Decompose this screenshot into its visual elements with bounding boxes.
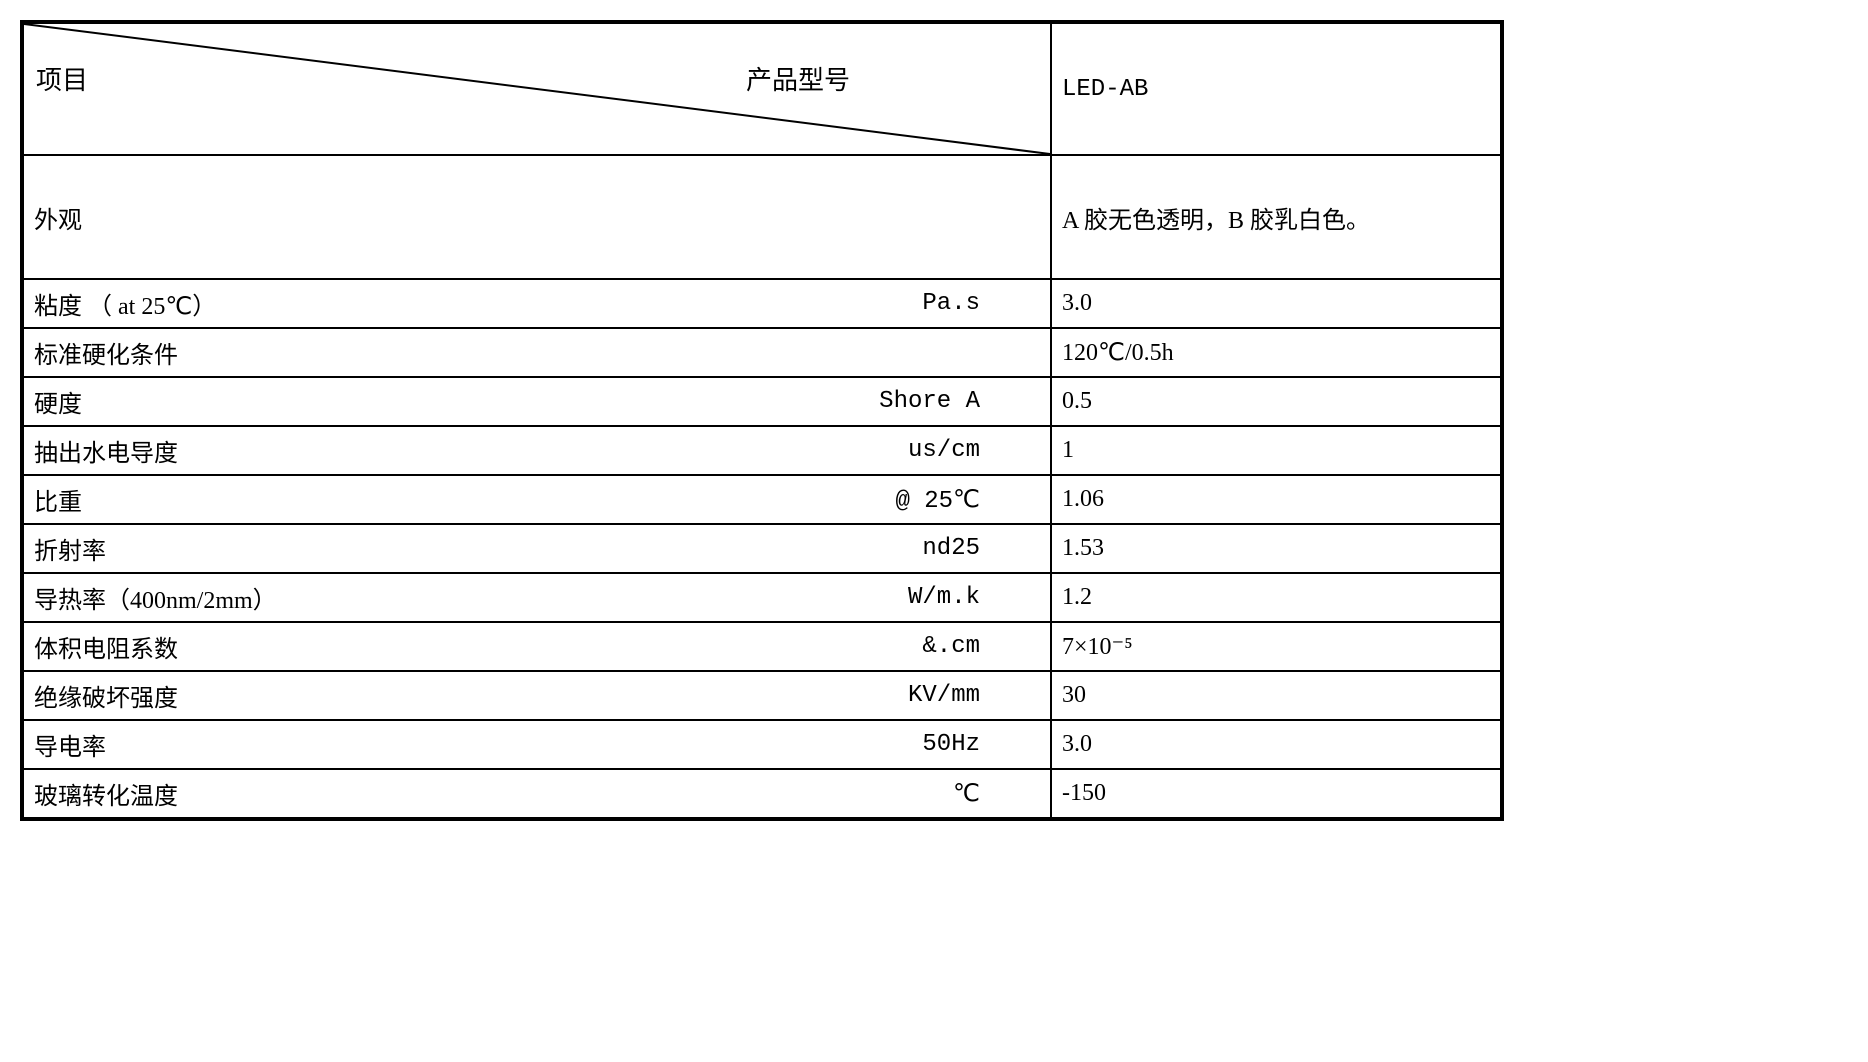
table-body: 项目 产品型号 LED-AB 外观 A 胶无色透明，B 胶乳白色。粘度 （ at … bbox=[23, 23, 1501, 818]
row-label-cell: 体积电阻系数 &.cm bbox=[23, 622, 1051, 671]
row-label-wrap: 标准硬化条件 bbox=[34, 335, 1040, 370]
row-unit: @ 25℃ bbox=[895, 485, 1040, 515]
row-unit: Pa.s bbox=[922, 290, 1040, 317]
table-row: 粘度 （ at 25℃） Pa.s 3.0 bbox=[23, 279, 1501, 328]
row-label-wrap: 硬度 Shore A bbox=[34, 384, 1040, 419]
row-label-cell: 折射率 nd25 bbox=[23, 524, 1051, 573]
row-label-cell: 导电率 50Hz bbox=[23, 720, 1051, 769]
row-value-cell: 120℃/0.5h bbox=[1051, 328, 1501, 377]
row-name: 比重 bbox=[34, 482, 82, 517]
row-value: 1 bbox=[1062, 437, 1074, 463]
row-label-wrap: 玻璃转化温度 ℃ bbox=[34, 776, 1040, 811]
header-right-label: 产品型号 bbox=[746, 60, 850, 97]
diagonal-line-icon bbox=[24, 24, 1050, 154]
row-name: 玻璃转化温度 bbox=[34, 776, 178, 811]
row-value-cell: 3.0 bbox=[1051, 279, 1501, 328]
header-split: 项目 产品型号 bbox=[24, 24, 1050, 154]
row-label-wrap: 外观 bbox=[34, 200, 1040, 235]
row-value-cell: 1 bbox=[1051, 426, 1501, 475]
row-value-cell: A 胶无色透明，B 胶乳白色。 bbox=[1051, 155, 1501, 279]
row-label-cell: 绝缘破坏强度 KV/mm bbox=[23, 671, 1051, 720]
row-label-wrap: 体积电阻系数 &.cm bbox=[34, 629, 1040, 664]
table-row: 导电率 50Hz 3.0 bbox=[23, 720, 1501, 769]
row-label-cell: 导热率（400nm/2mm） W/m.k bbox=[23, 573, 1051, 622]
row-label-wrap: 折射率 nd25 bbox=[34, 531, 1040, 566]
row-value-cell: 3.0 bbox=[1051, 720, 1501, 769]
row-value: A 胶无色透明，B 胶乳白色。 bbox=[1062, 208, 1370, 234]
row-label-wrap: 抽出水电导度 us/cm bbox=[34, 433, 1040, 468]
header-diagonal-cell: 项目 产品型号 bbox=[23, 23, 1051, 155]
row-name: 绝缘破坏强度 bbox=[34, 678, 178, 713]
table-row: 体积电阻系数 &.cm 7×10⁻⁵ bbox=[23, 622, 1501, 671]
table-row: 外观 A 胶无色透明，B 胶乳白色。 bbox=[23, 155, 1501, 279]
row-label-cell: 玻璃转化温度 ℃ bbox=[23, 769, 1051, 818]
table-row: 标准硬化条件 120℃/0.5h bbox=[23, 328, 1501, 377]
row-name: 导电率 bbox=[34, 727, 106, 762]
row-value: 1.53 bbox=[1062, 535, 1104, 561]
row-name: 硬度 bbox=[34, 384, 82, 419]
row-name: 导热率（400nm/2mm） bbox=[34, 580, 277, 615]
row-label-wrap: 导热率（400nm/2mm） W/m.k bbox=[34, 580, 1040, 615]
row-value: 120℃/0.5h bbox=[1062, 340, 1174, 366]
header-left-label: 项目 bbox=[36, 60, 88, 97]
row-unit: &.cm bbox=[922, 633, 1040, 660]
row-name: 外观 bbox=[34, 200, 82, 235]
table-row: 抽出水电导度 us/cm 1 bbox=[23, 426, 1501, 475]
row-value: 3.0 bbox=[1062, 290, 1092, 316]
row-value-cell: -150 bbox=[1051, 769, 1501, 818]
row-label-wrap: 粘度 （ at 25℃） Pa.s bbox=[34, 286, 1040, 321]
spec-table-container: 项目 产品型号 LED-AB 外观 A 胶无色透明，B 胶乳白色。粘度 （ at … bbox=[20, 20, 1504, 821]
row-value: 7×10⁻⁵ bbox=[1062, 634, 1133, 660]
row-value: 1.2 bbox=[1062, 584, 1092, 610]
row-value-cell: 1.06 bbox=[1051, 475, 1501, 524]
row-value: -150 bbox=[1062, 780, 1106, 806]
row-value-cell: 0.5 bbox=[1051, 377, 1501, 426]
row-name: 体积电阻系数 bbox=[34, 629, 178, 664]
row-unit: nd25 bbox=[922, 535, 1040, 562]
row-value-cell: 1.53 bbox=[1051, 524, 1501, 573]
spec-table: 项目 产品型号 LED-AB 外观 A 胶无色透明，B 胶乳白色。粘度 （ at … bbox=[22, 22, 1502, 819]
row-label-cell: 抽出水电导度 us/cm bbox=[23, 426, 1051, 475]
row-label-wrap: 绝缘破坏强度 KV/mm bbox=[34, 678, 1040, 713]
table-row: 折射率 nd25 1.53 bbox=[23, 524, 1501, 573]
row-value: 1.06 bbox=[1062, 486, 1104, 512]
row-label-wrap: 比重 @ 25℃ bbox=[34, 482, 1040, 517]
row-unit: W/m.k bbox=[908, 584, 1040, 611]
row-value: 30 bbox=[1062, 682, 1086, 708]
table-row: 导热率（400nm/2mm） W/m.k 1.2 bbox=[23, 573, 1501, 622]
table-row: 玻璃转化温度 ℃ -150 bbox=[23, 769, 1501, 818]
row-name: 粘度 （ at 25℃） bbox=[34, 286, 216, 321]
row-name: 折射率 bbox=[34, 531, 106, 566]
row-unit: us/cm bbox=[908, 437, 1040, 464]
row-label-cell: 外观 bbox=[23, 155, 1051, 279]
row-label-cell: 硬度 Shore A bbox=[23, 377, 1051, 426]
row-value-cell: 30 bbox=[1051, 671, 1501, 720]
header-value-label: LED-AB bbox=[1062, 76, 1148, 103]
table-row: 比重 @ 25℃ 1.06 bbox=[23, 475, 1501, 524]
row-value-cell: 1.2 bbox=[1051, 573, 1501, 622]
row-unit: KV/mm bbox=[908, 682, 1040, 709]
row-label-cell: 标准硬化条件 bbox=[23, 328, 1051, 377]
row-unit: ℃ bbox=[953, 779, 1040, 809]
row-unit: 50Hz bbox=[922, 731, 1040, 758]
row-value: 3.0 bbox=[1062, 731, 1092, 757]
row-label-cell: 比重 @ 25℃ bbox=[23, 475, 1051, 524]
table-row: 硬度 Shore A 0.5 bbox=[23, 377, 1501, 426]
header-value-cell: LED-AB bbox=[1051, 23, 1501, 155]
table-row: 绝缘破坏强度 KV/mm 30 bbox=[23, 671, 1501, 720]
row-unit: Shore A bbox=[879, 388, 1040, 415]
row-name: 抽出水电导度 bbox=[34, 433, 178, 468]
row-name: 标准硬化条件 bbox=[34, 335, 178, 370]
row-label-cell: 粘度 （ at 25℃） Pa.s bbox=[23, 279, 1051, 328]
row-label-wrap: 导电率 50Hz bbox=[34, 727, 1040, 762]
table-header-row: 项目 产品型号 LED-AB bbox=[23, 23, 1501, 155]
row-value: 0.5 bbox=[1062, 388, 1092, 414]
row-value-cell: 7×10⁻⁵ bbox=[1051, 622, 1501, 671]
